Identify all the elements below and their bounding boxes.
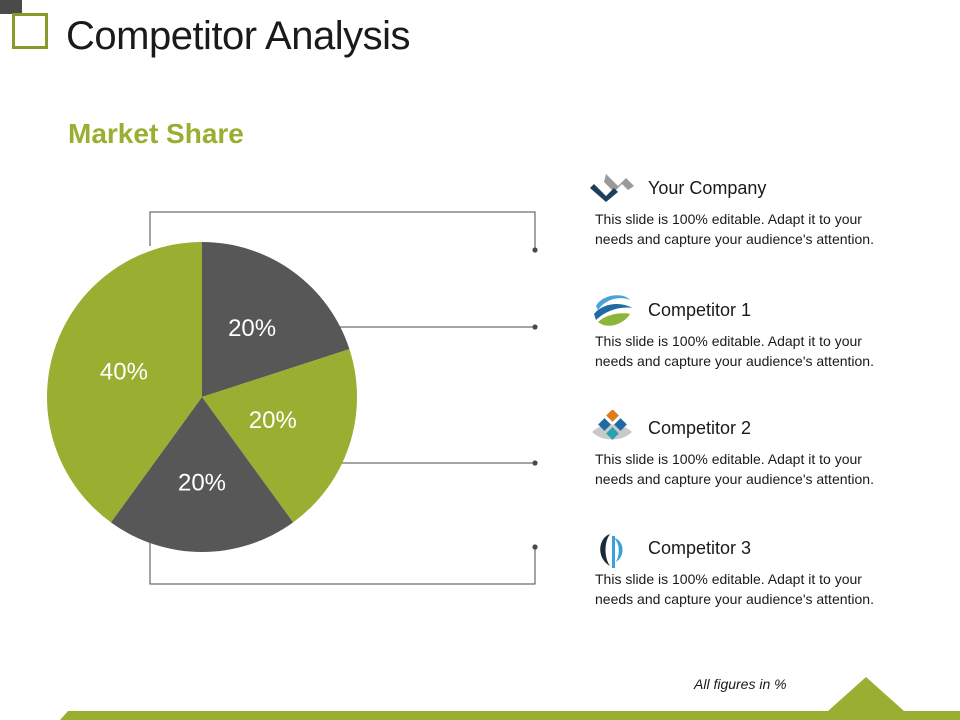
pie-slice-label: 20% [178, 469, 226, 496]
connector-your-company [149, 211, 536, 250]
competitor-2-logo-icon [592, 410, 632, 440]
pie-slice [202, 349, 357, 523]
legend-description: This slide is 100% editable. Adapt it to… [595, 211, 874, 247]
pie-slice [202, 242, 350, 397]
pie-slice-labels: 20% 20% 20% 40% [100, 315, 297, 496]
corner-accent-box [12, 13, 48, 49]
your-company-logo-icon [590, 174, 634, 202]
slide-title: Competitor Analysis [66, 14, 410, 58]
chart-subtitle: Market Share [68, 118, 244, 149]
legend-name: Competitor 3 [648, 538, 752, 558]
pie-slice-label: 20% [228, 315, 276, 342]
pie-slice [46, 242, 203, 523]
legend-connectors [149, 211, 538, 585]
competitor-1-logo-icon [594, 295, 632, 326]
legend-description: This slide is 100% editable. Adapt it to… [595, 451, 874, 487]
legend-description: This slide is 100% editable. Adapt it to… [595, 571, 874, 607]
connector-dot-competitor-1 [532, 324, 538, 330]
footer-decoration [60, 677, 960, 720]
legend-name: Competitor 1 [648, 300, 752, 320]
pie-slice-label: 40% [100, 359, 148, 386]
footer-note: All figures in % [694, 676, 787, 692]
corner-accent-dark [0, 0, 22, 14]
market-share-pie-chart: 20% 20% 20% 40% [46, 211, 538, 585]
connector-dot-competitor-2 [532, 460, 538, 466]
pie-slices [46, 242, 357, 553]
legend-name: Competitor 2 [648, 418, 752, 438]
connector-dot-your-company [532, 247, 538, 253]
connector-dot-competitor-3 [532, 544, 538, 550]
pie-slice-label: 20% [249, 407, 297, 434]
legend-description: This slide is 100% editable. Adapt it to… [595, 333, 874, 369]
pie-slice [110, 397, 294, 553]
competitor-3-logo-icon [600, 534, 623, 568]
legend-name: Your Company [648, 178, 767, 198]
connector-competitor-3 [149, 540, 536, 585]
